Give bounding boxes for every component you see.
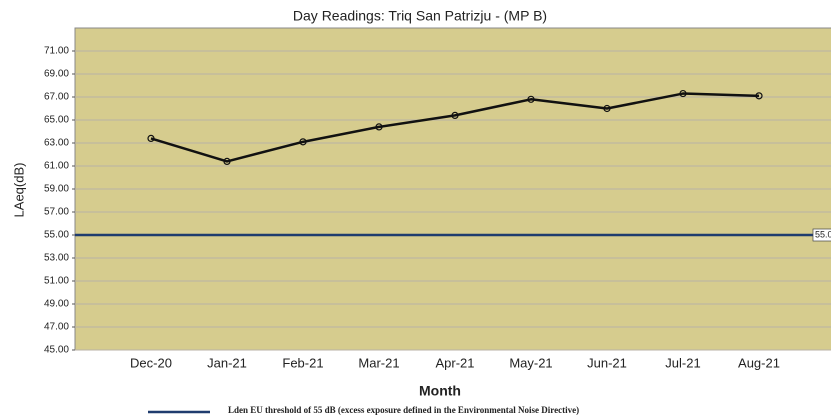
reference-label: 55.0 [815,229,831,239]
x-tick-label: Jun-21 [587,355,627,370]
data-point [755,92,763,100]
x-tick-label: Mar-21 [358,355,399,370]
y-axis-label: LAeq(dB) [11,163,26,218]
series-line [150,92,760,163]
data-point [451,111,459,120]
x-tick-label: Dec-20 [130,355,172,370]
y-tick-label: 47.00 [44,322,69,333]
chart-title: Day Readings: Triq San Patrizju - (MP B) [293,8,547,24]
legend-label: Lden EU threshold of 55 dB (excess expos… [228,405,579,415]
x-tick-label: Jul-21 [665,355,700,370]
y-tick-label: 63.00 [44,138,69,149]
y-tick-label: 55.00 [44,230,69,241]
x-tick-label: Aug-21 [738,355,780,370]
y-tick-label: 69.00 [44,69,69,80]
data-point [527,95,535,103]
data-point [375,123,383,131]
y-tick-label: 45.00 [44,345,69,356]
data-point [603,104,611,113]
reference-label-box [812,228,831,242]
data-point [223,157,231,165]
x-tick-label: Apr-21 [435,355,474,370]
x-tick-label: Feb-21 [282,355,323,370]
y-tick-label: 59.00 [44,184,69,195]
y-tick-label: 65.00 [44,115,69,126]
y-tick-label: 53.00 [44,253,69,264]
y-tick-label: 49.00 [44,299,69,310]
y-tick-label: 71.00 [44,46,69,57]
x-tick-label: May-21 [509,355,552,370]
data-point [679,89,687,98]
x-tick-label: Jan-21 [207,355,247,370]
data-point [147,134,155,142]
y-tick-label: 67.00 [44,92,69,103]
y-tick-label: 61.00 [44,161,69,172]
y-tick-label: 51.00 [44,276,69,287]
y-tick-label: 57.00 [44,207,69,218]
x-axis-label: Month [419,383,461,399]
data-point [299,138,307,146]
